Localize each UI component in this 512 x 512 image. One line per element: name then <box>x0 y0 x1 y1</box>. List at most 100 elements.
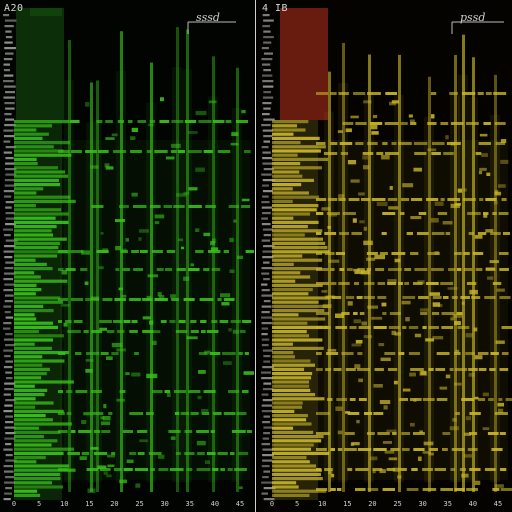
band-segment <box>489 368 496 371</box>
scatter-block <box>383 405 388 410</box>
band-segment <box>75 390 88 393</box>
row-label <box>3 96 16 99</box>
scatter-block <box>196 440 206 446</box>
row-label <box>263 487 276 490</box>
band-segment <box>100 352 109 355</box>
band-segment <box>123 468 133 471</box>
band-segment <box>170 150 177 153</box>
band-segment <box>467 448 478 451</box>
band-segment <box>190 320 197 323</box>
band-segment <box>86 352 100 355</box>
band-segment <box>207 250 221 253</box>
vertical-trace <box>398 54 401 492</box>
scatter-block <box>238 486 243 490</box>
band-segment <box>337 448 343 451</box>
row-label <box>3 322 12 325</box>
row-label <box>3 85 16 88</box>
panel-divider[interactable] <box>254 0 258 512</box>
band-segment <box>498 398 503 401</box>
histogram-bar <box>14 225 57 229</box>
panel-green[interactable]: 0 5 10 15 20 25 30 35 40 45 A20 sssd <box>0 0 254 512</box>
row-label <box>5 344 16 347</box>
band-segment <box>485 92 492 95</box>
band-segment <box>58 298 68 301</box>
histogram-bar <box>272 309 325 313</box>
scatter-block <box>380 357 391 362</box>
band-segment <box>225 120 232 123</box>
row-label <box>262 195 269 198</box>
band-segment <box>490 232 501 235</box>
band-segment <box>160 320 167 323</box>
vertical-trace <box>96 80 99 492</box>
histogram-bar <box>14 338 53 342</box>
scatter-block <box>125 237 130 242</box>
scatter-block <box>105 137 115 140</box>
band-segment <box>81 452 90 455</box>
scatter-block <box>445 374 451 379</box>
scatter-block <box>363 335 373 339</box>
band-segment <box>475 152 482 155</box>
histogram-bar <box>272 170 300 174</box>
x-tick-label: 5 <box>295 500 299 508</box>
row-label <box>261 377 273 380</box>
band-segment <box>441 312 455 315</box>
band-segment <box>180 412 190 415</box>
histogram-bar <box>272 430 314 434</box>
band-segment <box>428 368 434 371</box>
band-segment <box>355 468 369 471</box>
histogram-bar <box>272 376 312 380</box>
band-segment <box>488 398 494 401</box>
band-segment <box>422 468 433 471</box>
band-segment <box>345 296 355 299</box>
band-segment <box>357 268 365 271</box>
band-segment <box>227 468 233 471</box>
histogram-bar <box>14 162 38 166</box>
band-segment <box>427 122 437 125</box>
scatter-block <box>170 294 176 299</box>
band-segment <box>120 250 129 253</box>
scatter-block <box>367 305 379 309</box>
band-segment <box>484 296 496 299</box>
histogram-bar <box>272 485 299 489</box>
scatter-block <box>479 133 488 137</box>
row-label <box>5 223 16 226</box>
histogram-bar <box>272 443 314 447</box>
histogram-bar <box>272 204 319 208</box>
scatter-block <box>188 187 198 191</box>
vertical-glow <box>468 97 478 483</box>
histogram-bar <box>272 426 294 430</box>
band-segment <box>58 268 64 271</box>
row-label <box>262 74 273 77</box>
row-label <box>3 289 14 292</box>
band-segment <box>184 120 197 123</box>
scatter-block <box>431 114 435 119</box>
scatter-block <box>125 372 130 376</box>
row-label <box>261 58 273 61</box>
histogram-bar <box>272 183 302 187</box>
band-segment <box>236 412 247 415</box>
scatter-block <box>106 474 112 478</box>
band-segment <box>440 198 445 201</box>
band-segment <box>91 205 104 208</box>
scatter-block <box>465 333 473 338</box>
scatter-block <box>81 420 87 425</box>
band-segment <box>101 430 111 433</box>
scatter-block <box>197 395 202 400</box>
x-tick-label: 40 <box>469 500 477 508</box>
histogram-bar <box>14 191 37 195</box>
band-segment <box>316 448 327 451</box>
band-segment <box>238 352 243 355</box>
band-segment <box>431 268 444 271</box>
panel-yellow[interactable]: 0 5 10 15 20 25 30 35 40 45 4 IB pssd <box>258 0 512 512</box>
histogram-bar <box>272 283 323 287</box>
row-label <box>3 151 13 154</box>
band-segment <box>355 142 364 145</box>
scatter-block <box>139 439 148 443</box>
histogram-bar <box>14 271 35 275</box>
band-segment <box>158 468 169 471</box>
scatter-block <box>229 237 234 243</box>
band-segment <box>388 326 400 329</box>
band-segment <box>432 296 442 299</box>
band-segment <box>149 120 155 123</box>
histogram-bar <box>272 246 328 250</box>
